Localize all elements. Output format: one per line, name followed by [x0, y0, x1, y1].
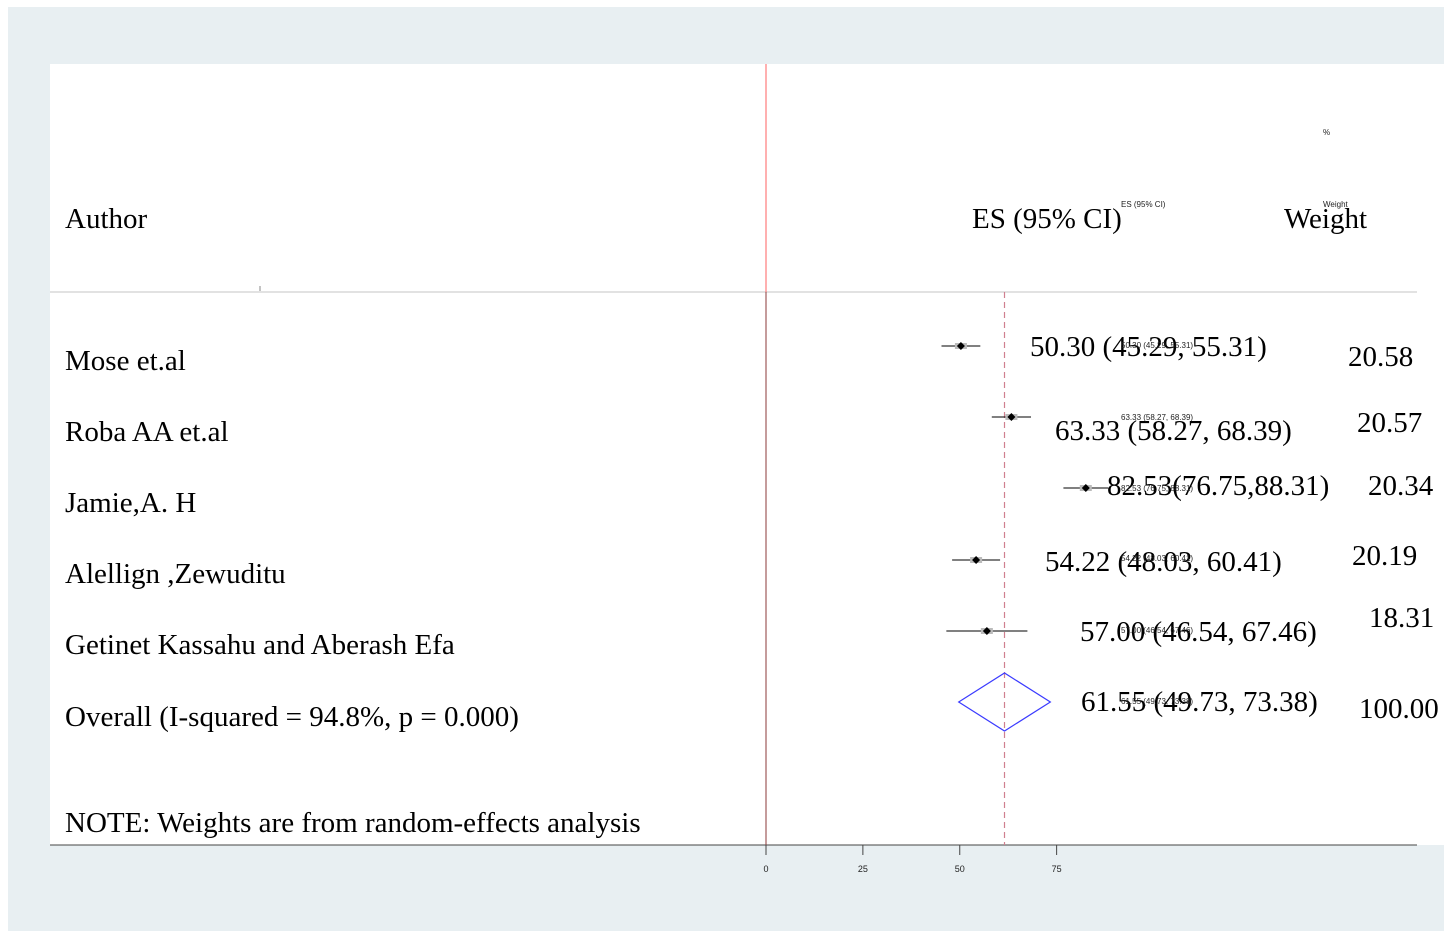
- study-label: Alellign ,Zewuditu: [65, 558, 286, 590]
- weight-value: 20.57: [1357, 407, 1423, 439]
- small-estimate-label: 63.33 (58.27, 68.39): [1121, 413, 1194, 422]
- small-es-ci-header: ES (95% CI): [1121, 200, 1166, 209]
- weight-header: Weight: [1284, 203, 1368, 235]
- small-estimate-label: 54.22 (48.03, 60.41): [1121, 554, 1194, 563]
- weight-value: 20.19: [1352, 540, 1418, 572]
- overall-diamond: [957, 672, 1052, 732]
- small-estimate-label: 50.30 (45.29, 55.31): [1121, 341, 1194, 350]
- overall-weight-value: 100.00: [1359, 693, 1439, 725]
- estimate-label: 54.22 (48.03, 60.41): [1045, 546, 1282, 578]
- point-estimate: [956, 342, 965, 350]
- study-label: Roba AA et.al: [65, 416, 229, 448]
- study-label: Mose et.al: [65, 345, 186, 377]
- point-estimate: [1007, 413, 1016, 421]
- study-label: Getinet Kassahu and Aberash Efa: [65, 629, 455, 661]
- study-label: Jamie,A. H: [65, 487, 197, 519]
- small-weight-header: Weight: [1323, 200, 1348, 209]
- percent-label: %: [1323, 128, 1331, 137]
- small-estimate-label: 82.53 (76.75, 88.31): [1121, 484, 1194, 493]
- author-header: Author: [65, 203, 148, 235]
- x-tick-label: 25: [858, 864, 868, 874]
- weight-value: 20.34: [1368, 470, 1434, 502]
- weight-value: 18.31: [1369, 602, 1435, 634]
- estimate-label: 82.53(76.75,88.31): [1107, 470, 1330, 502]
- point-estimate: [1081, 484, 1090, 492]
- small-overall-estimate-label: 61.55 (49.73, 73.38): [1121, 697, 1194, 706]
- es-ci-header: ES (95% CI): [972, 203, 1122, 235]
- x-tick-label: 75: [1052, 864, 1062, 874]
- estimate-label: 50.30 (45.29, 55.31): [1030, 331, 1267, 363]
- x-tick-label: 50: [955, 864, 965, 874]
- weight-value: 20.58: [1348, 341, 1414, 373]
- overall-estimate-label: 61.55 (49.73, 73.38): [1081, 686, 1318, 718]
- overall-label: Overall (I-squared = 94.8%, p = 0.000): [65, 701, 519, 733]
- small-estimate-label: 57.00 (46.54, 67.46): [1121, 626, 1194, 635]
- estimate-label: 57.00 (46.54, 67.46): [1080, 616, 1317, 648]
- note-text: NOTE: Weights are from random-effects an…: [65, 807, 641, 839]
- x-tick-label: 0: [763, 864, 768, 874]
- estimate-label: 63.33 (58.27, 68.39): [1055, 415, 1292, 447]
- point-estimate: [972, 556, 981, 564]
- point-estimate: [982, 627, 991, 635]
- plot-panel: [50, 64, 1444, 845]
